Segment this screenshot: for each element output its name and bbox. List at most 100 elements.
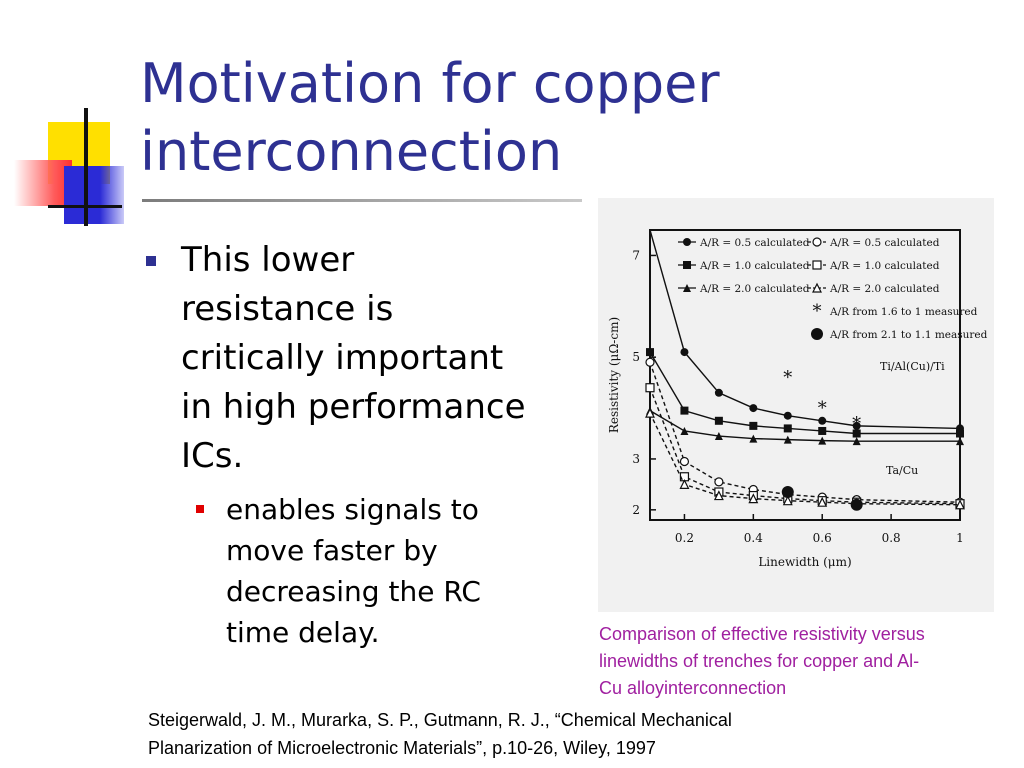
series-1-point-1 (680, 406, 689, 415)
y-tick-label-2: 5 (632, 350, 640, 364)
x-tick-label-2: 0.6 (813, 531, 832, 545)
series-1-point-3 (749, 421, 758, 430)
series-1-point-7 (956, 429, 964, 438)
series-0-point-6 (852, 421, 861, 430)
series-3-point-2 (714, 477, 724, 487)
annotation-ti-al-cu-ti: Ti/Al(Cu)/Ti (880, 360, 945, 373)
series-5-point-4 (782, 495, 793, 506)
legend-marker-0 (683, 238, 691, 246)
series-0-point-5 (818, 416, 827, 425)
x-axis-label: Linewidth (μm) (758, 555, 851, 569)
series-2-point-2 (714, 432, 723, 441)
slide-title-line-1: Motivation for copper (140, 52, 720, 115)
series-3-point-1 (679, 456, 690, 467)
annotation-ta-cu: Ta/Cu (886, 464, 918, 477)
series-0-point-2 (714, 388, 723, 397)
resistivity-chart-image: 0.2 0.4 0.6 0.8 1 2 3 5 7 Linewidth (μm) Resistivi… (598, 198, 994, 612)
series-2-point-4 (783, 435, 792, 444)
sub-bullet-text: enables signals to move faster by decrea… (226, 489, 546, 653)
bullet-item: This lower resistance is critically impo… (146, 236, 546, 481)
citation-line-1: Steigerwald, J. M., Murarka, S. P., Gutm… (148, 710, 732, 730)
legend-label-2: A/R = 1.0 calculated (699, 260, 810, 272)
series-5-point-7 (955, 499, 965, 510)
legend-marker-3 (812, 260, 822, 270)
caption-line-1: Comparison of effective resistivity vers… (599, 624, 925, 644)
legend-marker-2 (683, 261, 691, 269)
legend-marker-5 (812, 282, 822, 293)
citation-line-2: Planarization of Microelectronic Materia… (148, 738, 656, 758)
series-line-4 (649, 387, 961, 505)
bullet-list: This lower resistance is critically impo… (146, 236, 546, 653)
bullet-line-1: This lower (181, 240, 355, 280)
legend-label-1: A/R = 0.5 calculated (829, 237, 940, 249)
legend-label-3: A/R = 1.0 calculated (829, 260, 940, 272)
legend-label-7: A/R from 2.1 to 1.1 measured (829, 329, 988, 341)
series-1-point-4 (783, 424, 792, 433)
bullet-line-4: in high performance (181, 387, 526, 427)
series-1-point-0 (646, 348, 654, 357)
bullet-line-5: ICs. (181, 436, 244, 476)
series-1-point-6 (852, 429, 861, 438)
x-tick-label-0: 0.2 (675, 531, 694, 545)
y-tick-label-3: 7 (632, 248, 640, 262)
series-1-point-2 (714, 416, 723, 425)
series-3-point-0 (645, 357, 655, 367)
resistivity-chart: 0.2 0.4 0.6 0.8 1 2 3 5 7 Linewidth (μm) Resistivi… (607, 229, 988, 569)
legend-marker-7 (811, 328, 823, 340)
series-5-point-2 (713, 490, 724, 501)
sub-bullet-item: enables signals to move faster by decrea… (146, 489, 546, 653)
y-axis-label: Resistivity (μΩ-cm) (607, 317, 621, 433)
series-2-point-7 (956, 437, 964, 446)
series-line-0 (649, 229, 961, 430)
series-2-point-1 (680, 426, 689, 435)
series-1-point-5 (818, 426, 827, 435)
series-0-point-3 (749, 404, 758, 413)
y-tick-label-0: 2 (632, 503, 640, 517)
series-6-point-0: * (783, 368, 792, 389)
series-6-point-2: * (852, 413, 861, 434)
series-4-point-0 (645, 383, 655, 393)
series-7-point-1 (850, 498, 863, 511)
legend-label-5: A/R = 2.0 calculated (829, 283, 940, 295)
series-line-3 (649, 362, 961, 503)
series-0-point-4 (783, 411, 792, 420)
caption-line-2: linewidths of trenches for copper and Al… (599, 651, 920, 671)
series-6-point-1: * (818, 398, 827, 419)
series-5-point-0 (645, 407, 655, 418)
sub-bullet-line-2: move faster by (226, 534, 438, 567)
legend-label-4: A/R = 2.0 calculated (699, 283, 810, 295)
decor-red-square (14, 160, 72, 206)
caption-line-3: Cu alloyinterconnection (599, 678, 787, 698)
series-line-1 (649, 351, 960, 435)
decor-horizontal-line (48, 205, 122, 208)
bullet-square-icon (146, 256, 156, 266)
legend-label-0: A/R = 0.5 calculated (699, 237, 810, 249)
bullet-line-3: critically important (181, 338, 504, 378)
series-5-point-3 (748, 493, 759, 504)
sub-bullet-square-icon (196, 505, 204, 513)
figure-caption: Comparison of effective resistivity vers… (599, 621, 1019, 702)
x-tick-label-4: 1 (956, 531, 964, 545)
plot-frame (649, 229, 961, 521)
sub-bullet-line-3: decreasing the RC (226, 575, 481, 608)
series-2-point-6 (852, 437, 861, 446)
x-tick-label-1: 0.4 (744, 531, 763, 545)
slide-title-line-2: interconnection (140, 120, 563, 183)
series-2-point-5 (818, 436, 827, 445)
series-line-2 (649, 410, 960, 442)
series-5-point-1 (679, 479, 690, 489)
legend-marker-4 (683, 284, 691, 292)
slide-title: Motivation for copper interconnection (140, 50, 760, 186)
legend-marker-1 (812, 237, 822, 247)
legend-marker-6: * (813, 301, 822, 322)
series-5-point-5 (817, 496, 828, 507)
bullet-text: This lower resistance is critically impo… (181, 236, 546, 481)
title-underline (142, 199, 582, 202)
bullet-line-2: resistance is (181, 289, 394, 329)
series-2-point-3 (749, 434, 758, 443)
y-tick-label-1: 3 (632, 452, 640, 466)
series-7-point-0 (781, 486, 794, 499)
citation: Steigerwald, J. M., Murarka, S. P., Gutm… (148, 706, 948, 762)
legend-label-6: A/R from 1.6 to 1 measured (829, 306, 978, 318)
decor-vertical-line (84, 108, 88, 226)
